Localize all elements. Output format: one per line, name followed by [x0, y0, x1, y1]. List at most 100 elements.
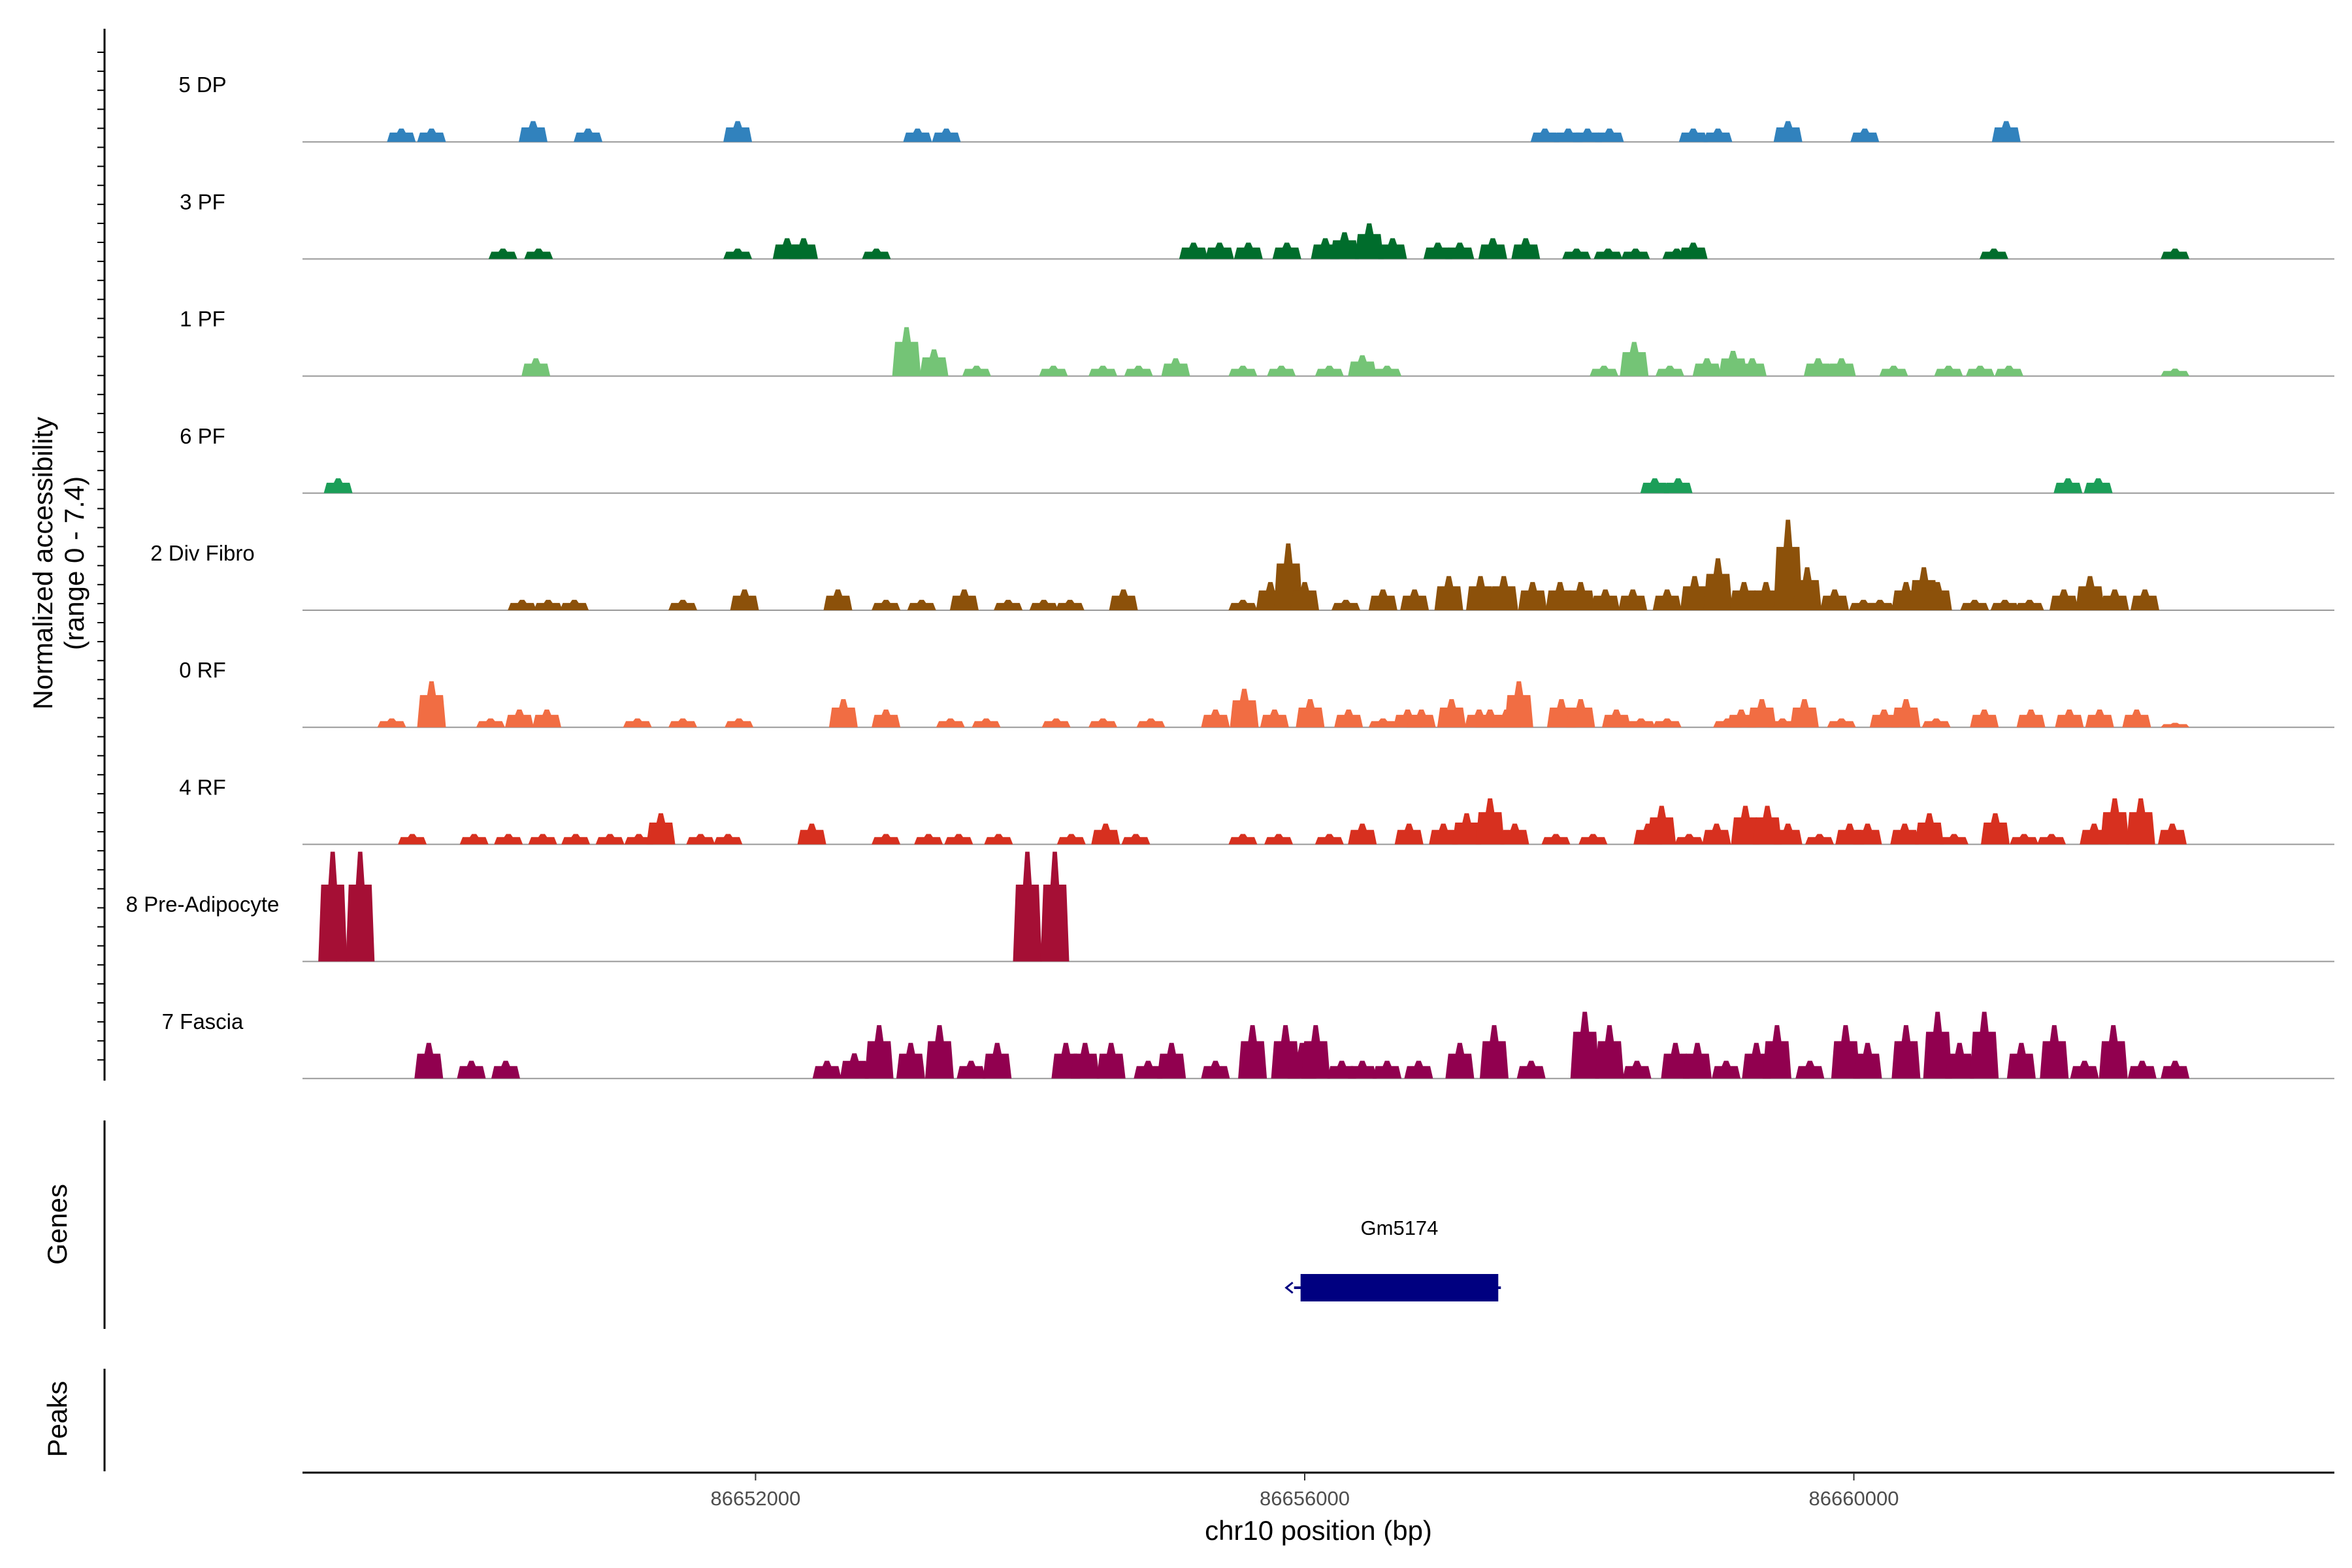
- coverage-peak: [914, 834, 943, 845]
- coverage-peak: [1703, 558, 1733, 610]
- y-axis-subtitle: (range 0 - 7.4): [59, 476, 90, 650]
- coverage-peak: [1452, 813, 1481, 845]
- coverage-peak: [1070, 1043, 1100, 1079]
- coverage-peak: [1621, 248, 1650, 259]
- coverage-peak: [1334, 710, 1364, 728]
- coverage-peak: [1703, 128, 1733, 142]
- coverage-peak: [1378, 238, 1407, 259]
- coverage-peak: [323, 478, 353, 493]
- coverage-peak: [949, 589, 979, 610]
- coverage-peak: [417, 128, 446, 142]
- coverage-peak: [1853, 823, 1882, 845]
- coverage-peak: [1738, 358, 1767, 376]
- track-label: 8 Pre-Adipocyte: [126, 892, 280, 917]
- gene-gm5174: Gm5174: [1284, 1217, 1501, 1301]
- coverage-peak: [1923, 1011, 1952, 1079]
- coverage-peak: [2161, 723, 2190, 728]
- coverage-peak: [1480, 1025, 1509, 1079]
- coverage-peak: [1516, 1060, 1546, 1079]
- coverage-peak: [2070, 1060, 2099, 1079]
- coverage-peak: [1400, 589, 1429, 610]
- coverage-peak: [1602, 710, 1631, 728]
- coverage-peak: [1578, 834, 1608, 845]
- track-1-pf: 1 PF: [180, 307, 2334, 377]
- coverage-peak: [346, 851, 375, 962]
- track-7-fascia: 7 Fascia: [162, 1009, 2334, 1079]
- coverage-peak: [1939, 834, 1968, 845]
- genes-panel: Gm5174: [1284, 1217, 1501, 1301]
- coverage-peak: [1850, 128, 1880, 142]
- coverage-peak: [1827, 358, 1856, 376]
- coverage-peak: [1407, 710, 1436, 728]
- gene-body: [1300, 1274, 1499, 1301]
- coverage-peak: [1890, 823, 1919, 845]
- coverage-peak: [1272, 242, 1301, 259]
- coverage-peak: [1762, 1025, 1791, 1079]
- coverage-peak: [1504, 681, 1533, 728]
- coverage-peak: [1990, 600, 2019, 610]
- coverage-peak: [1678, 128, 1708, 142]
- coverage-peak: [2055, 710, 2084, 728]
- coverage-peak: [1683, 1043, 1712, 1079]
- coverage-peak: [1423, 242, 1452, 259]
- coverage-peak: [476, 718, 505, 728]
- coverage-peak: [1124, 365, 1153, 376]
- coverage-peak: [1228, 600, 1258, 610]
- coverage-peak: [2126, 798, 2155, 845]
- coverage-peak: [1348, 1060, 1377, 1079]
- coverage-peak: [1290, 581, 1319, 610]
- coverage-peak: [1591, 589, 1620, 610]
- coverage-peak: [417, 681, 446, 728]
- coverage-peak: [1096, 1043, 1126, 1079]
- coverage-peak: [1879, 365, 1908, 376]
- coverage-peak: [2100, 798, 2129, 845]
- coverage-peak: [1831, 1025, 1860, 1079]
- coverage-peak: [1296, 699, 1325, 728]
- coverage-peak: [459, 834, 489, 845]
- coverage-peak: [1354, 223, 1384, 259]
- track-6-pf: 6 PF: [180, 424, 2334, 494]
- coverage-peak: [1805, 834, 1834, 845]
- coverage-peak: [1348, 823, 1377, 845]
- coverage-peak: [1647, 806, 1676, 845]
- coverage-peak: [1518, 581, 1547, 610]
- coverage-peak: [1729, 581, 1759, 610]
- coverage-peak: [1702, 823, 1731, 845]
- coverage-peak: [1595, 128, 1624, 142]
- coverage-peak: [1620, 342, 1649, 376]
- coverage-y-ticks: [97, 52, 105, 1061]
- coverage-peak: [1373, 1060, 1402, 1079]
- coverage-peak: [1655, 365, 1684, 376]
- coverage-peak: [1394, 823, 1424, 845]
- coverage-peak: [2100, 589, 2129, 610]
- coverage-peak: [505, 710, 534, 728]
- coverage-peak: [1891, 1025, 1921, 1079]
- coverage-peak: [387, 128, 416, 142]
- coverage-peak: [972, 718, 1001, 728]
- coverage-peak: [1136, 718, 1166, 728]
- coverage-peak: [1088, 718, 1118, 728]
- coverage-peak: [1434, 576, 1463, 610]
- coverage-peak: [723, 248, 753, 259]
- coverage-peak: [1489, 576, 1518, 610]
- coverage-peak: [2127, 1060, 2157, 1079]
- coverage-peak: [1562, 248, 1592, 259]
- coverage-peak: [668, 718, 698, 728]
- track-label: 1 PF: [180, 307, 225, 331]
- x-tick-label: 86660000: [1809, 1487, 1899, 1510]
- coverage-peak: [2158, 823, 2187, 845]
- coverage-peak: [318, 851, 348, 962]
- track-3-pf: 3 PF: [180, 189, 2334, 260]
- track-label: 6 PF: [180, 424, 225, 448]
- track-label: 2 Div Fibro: [150, 541, 255, 565]
- coverage-peak: [1511, 238, 1541, 259]
- coverage-peak: [1466, 576, 1495, 610]
- coverage-peak: [1934, 365, 1963, 376]
- coverage-peak: [1865, 600, 1895, 610]
- coverage-peak: [1541, 834, 1571, 845]
- gene-strand-arrow: [1284, 1281, 1294, 1294]
- coverage-peak: [1768, 718, 1797, 728]
- coverage-peak: [823, 589, 853, 610]
- coverage-peak: [1330, 232, 1359, 259]
